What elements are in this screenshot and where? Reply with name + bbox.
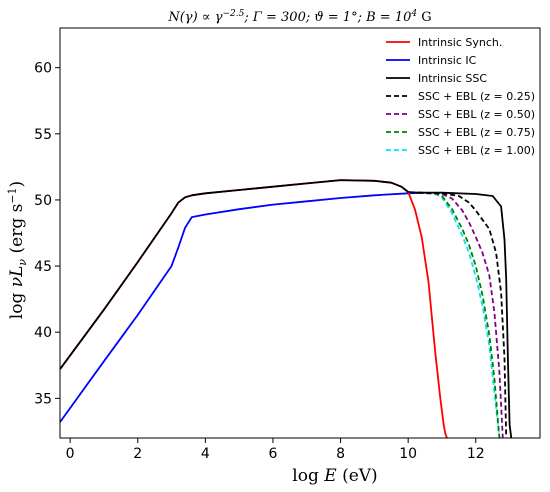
chart-title: N(γ) ∝ γ−2.5; Γ = 300; ϑ = 1°; B = 104 G [167, 9, 431, 25]
x-tick-label: 6 [268, 446, 277, 462]
x-tick-label: 12 [467, 446, 485, 462]
series-line-5 [418, 191, 501, 438]
y-tick-label: 55 [34, 127, 52, 143]
series-line-2 [60, 179, 513, 438]
legend-label: Intrinsic Synch. [418, 36, 502, 49]
legend-label: SSC + EBL (z = 0.50) [418, 108, 535, 121]
series-line-3 [418, 191, 508, 438]
plot-frame [59, 27, 541, 439]
x-tick-label: 0 [66, 446, 75, 462]
legend-label: Intrinsic IC [418, 54, 477, 67]
legend-label: SSC + EBL (z = 0.25) [418, 90, 535, 103]
x-tick-label: 8 [336, 446, 345, 462]
x-tick-label: 2 [133, 446, 142, 462]
legend-label: Intrinsic SSC [418, 72, 487, 85]
series-line-6 [418, 191, 501, 438]
series-line-4 [418, 191, 504, 438]
series-line-1 [60, 191, 422, 423]
x-axis-title: log E (eV) [292, 466, 377, 486]
y-tick-label: 60 [34, 61, 52, 77]
series-line-0 [60, 179, 448, 438]
y-tick-label: 40 [34, 325, 52, 341]
y-tick-label: 35 [34, 391, 52, 407]
y-tick-label: 50 [34, 193, 52, 209]
legend: Intrinsic Synch. Intrinsic IC Intrinsic SS… [386, 36, 535, 157]
y-tick-label: 45 [34, 259, 52, 275]
legend-label: SSC + EBL (z = 0.75) [418, 126, 535, 139]
legend-label: SSC + EBL (z = 1.00) [418, 144, 535, 157]
y-axis-title: log νLν (erg s−1) [6, 181, 29, 319]
x-tick-label: 10 [399, 446, 417, 462]
x-tick-label: 4 [201, 446, 210, 462]
